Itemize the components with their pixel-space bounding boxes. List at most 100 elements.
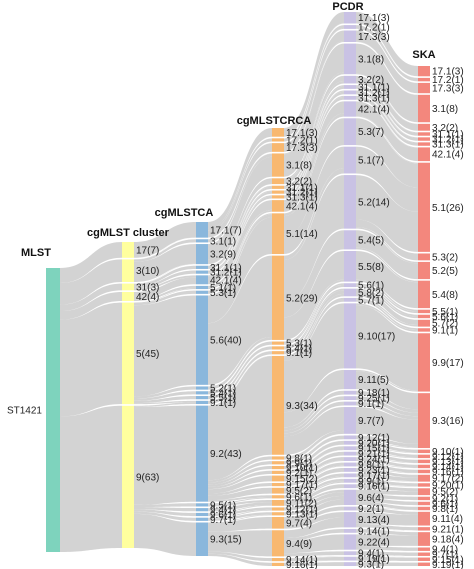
flow-cgmlstcrca-to-pcdr xyxy=(284,370,344,428)
flow-pcdr-to-ska xyxy=(356,457,418,468)
flow-cgmlstcrca-to-pcdr xyxy=(284,557,344,562)
flow-pcdr-to-ska xyxy=(356,551,418,556)
node-cgmlstcrca-9-2-1 xyxy=(272,470,284,474)
flow-pcdr-to-ska xyxy=(356,452,418,463)
flow-cgmlstcrca-to-pcdr xyxy=(284,468,344,492)
flow-cgmlstcrca-to-pcdr xyxy=(284,451,344,479)
flow-pcdr-to-ska xyxy=(356,550,418,552)
node-ska-9-2-1 xyxy=(418,496,430,501)
node-pcdr-5-3-7 xyxy=(344,118,356,146)
node-label-cgmlstcrca: 9.13(1) xyxy=(286,509,318,520)
node-pcdr-31-3-1 xyxy=(344,95,356,100)
flow-cgmlstca-to-cgmlstcrca xyxy=(208,355,272,405)
flow-cgmlstca-to-cgmlstcrca xyxy=(208,495,272,502)
node-label-cgmlstca: 9.1(1) xyxy=(210,398,236,409)
node-mlst-st1421 xyxy=(46,268,60,552)
node-ska-3-2-2 xyxy=(418,123,430,131)
flow-pcdr-to-ska xyxy=(356,489,418,496)
flow-mlst-to-cgmlst_cluster xyxy=(60,242,122,284)
flow-cgmlstcrca-to-pcdr xyxy=(284,495,344,516)
node-ska-9-6-1 xyxy=(418,501,430,506)
flow-cgmlst_cluster-to-cgmlstca xyxy=(134,285,196,301)
node-label-mlst: ST1421 xyxy=(7,406,42,417)
flow-cgmlst_cluster-to-cgmlstca xyxy=(134,239,196,262)
flow-cgmlstca-to-cgmlstcrca xyxy=(208,475,272,494)
flow-cgmlstcrca-to-pcdr xyxy=(284,435,344,460)
flow-cgmlstca-to-cgmlstcrca xyxy=(208,209,272,288)
flow-pcdr-to-ska xyxy=(356,523,418,531)
flow-cgmlstcrca-to-pcdr xyxy=(284,534,344,554)
node-label-pcdr: 9.7(7) xyxy=(358,416,384,427)
node-label-cgmlstcrca: 9.4(9) xyxy=(286,539,312,550)
flow-cgmlst_cluster-to-cgmlstca xyxy=(134,402,196,407)
flow-layer xyxy=(60,12,418,566)
node-cgmlstcrca-31-3-1 xyxy=(272,195,284,199)
flow-cgmlstca-to-cgmlstcrca xyxy=(208,337,272,390)
flow-cgmlstca-to-cgmlstcrca xyxy=(208,514,272,523)
flow-cgmlstcrca-to-pcdr xyxy=(284,561,344,563)
node-label-cgmlst_cluster: 31(3) xyxy=(136,282,159,293)
node-label-ska: 42.1(4) xyxy=(432,150,464,161)
flow-cgmlst_cluster-to-cgmlstca xyxy=(134,391,196,401)
node-ska-9-19-1 xyxy=(418,562,430,566)
flow-cgmlstca-to-cgmlstcrca xyxy=(208,461,272,485)
node-label-pcdr: 9.11(5) xyxy=(358,375,389,386)
node-pcdr-9-4-1 xyxy=(344,551,356,556)
column-titles: MLST cgMLST cluster cgMLSTCA cgMLSTCRCA PCDR… xyxy=(21,1,436,259)
node-ska-9-9-17 xyxy=(418,333,430,392)
flow-pcdr-to-ska xyxy=(356,73,418,125)
flow-cgmlstca-to-cgmlstcrca xyxy=(208,497,272,505)
node-label-cgmlst_cluster: 9(63) xyxy=(136,472,159,483)
flow-pcdr-to-ska xyxy=(356,462,418,469)
flow-pcdr-to-ska xyxy=(356,82,418,133)
flow-pcdr-to-ska xyxy=(356,440,418,449)
node-label-cgmlstcrca: 17.1(3) xyxy=(286,128,318,139)
node-label-cgmlstca: 5.1(1) xyxy=(210,283,236,294)
node-ska-9-3-16 xyxy=(418,393,430,449)
node-ska-5-4-8 xyxy=(418,280,430,309)
node-label-ska: 9.17(2) xyxy=(432,474,464,485)
node-cgmlstca-9-5-1 xyxy=(196,503,208,507)
node-label-ska: 5.1(26) xyxy=(432,203,464,214)
flow-pcdr-to-ska xyxy=(356,285,418,317)
node-cgmlstcrca-9-6-1 xyxy=(272,495,284,499)
node-label-cgmlstca: 5.2(1) xyxy=(210,384,236,395)
flow-cgmlstca-to-cgmlstcrca xyxy=(208,487,272,501)
flow-pcdr-to-ska xyxy=(356,447,418,458)
flow-cgmlstca-to-cgmlstcrca xyxy=(208,200,272,285)
node-cgmlstcrca-9-5-2 xyxy=(272,487,284,494)
column-title-cgmlstca: cgMLSTCA xyxy=(155,207,214,219)
node-label-ska: 17.3(3) xyxy=(432,84,464,95)
node-pcdr-9-25-1 xyxy=(344,396,356,401)
node-label-ska: 9.7(1) xyxy=(432,550,458,561)
flow-cgmlstca-to-cgmlstcrca xyxy=(208,196,272,277)
flow-cgmlstcrca-to-pcdr xyxy=(284,476,344,497)
node-cgmlstcrca-5-4-1 xyxy=(272,346,284,350)
node-label-ska: 9.16(1) xyxy=(432,467,464,478)
flow-pcdr-to-ska xyxy=(356,219,418,261)
node-cgmlstca-3-2-9 xyxy=(196,244,208,265)
flow-cgmlstca-to-cgmlstcrca xyxy=(208,530,272,557)
node-cgmlstca-9-6-1 xyxy=(196,512,208,517)
node-cgmlstcrca-9-13-1 xyxy=(272,512,284,516)
node-label-ska: 5.7(2) xyxy=(432,319,458,330)
node-cgmlstcrca-3-2-2 xyxy=(272,178,284,185)
node-ska-42-1-4 xyxy=(418,147,430,162)
node-cgmlstcrca-9-15-2 xyxy=(272,475,284,482)
node-label-ska: 9.9(17) xyxy=(432,358,464,369)
flow-cgmlstca-to-cgmlstcrca xyxy=(208,470,272,490)
node-label-ska: 9.15(1) xyxy=(432,555,464,566)
node-label-ska: 9.3(16) xyxy=(432,416,464,427)
node-label-cgmlstcrca: 9.2(1) xyxy=(286,468,312,479)
node-label-ska: 9.12(1) xyxy=(432,452,464,463)
flow-pcdr-to-ska xyxy=(356,528,418,531)
node-ska-5-7-2 xyxy=(418,319,430,327)
node-label-pcdr: 9.25(1) xyxy=(358,394,390,405)
node-label-pcdr: 31.1(1) xyxy=(358,82,390,93)
node-cgmlstcrca-9-17-1 xyxy=(272,482,284,487)
flow-cgmlstcrca-to-pcdr xyxy=(284,283,344,345)
flow-pcdr-to-ska xyxy=(356,90,418,141)
node-pcdr-9-21-1 xyxy=(344,451,356,456)
node-pcdr-3-1-8 xyxy=(344,43,356,75)
node-pcdr-9-9-1 xyxy=(344,478,356,483)
